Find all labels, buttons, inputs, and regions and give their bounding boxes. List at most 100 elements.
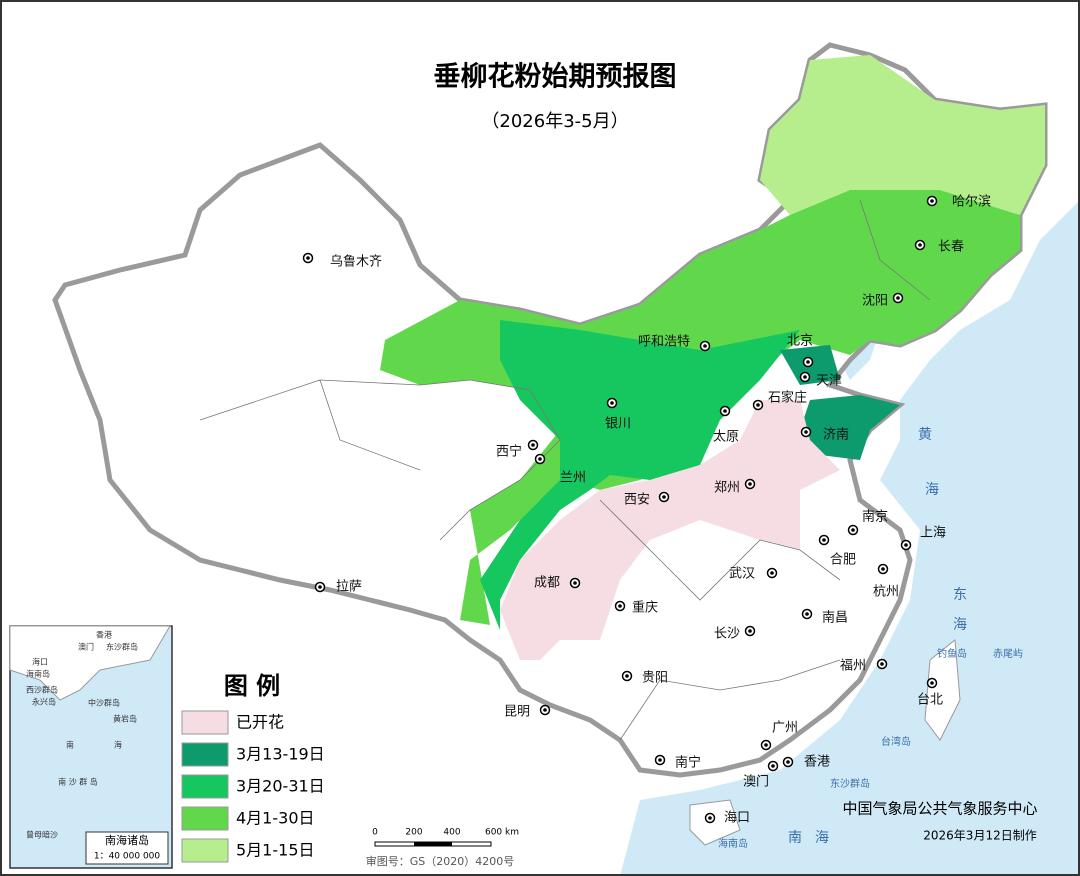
city-label: 澳门 — [743, 774, 769, 790]
city-dot — [930, 199, 934, 203]
city-dot — [658, 758, 662, 762]
scale-label: 0 — [372, 828, 378, 838]
city-dot — [918, 243, 922, 247]
legend-swatch — [181, 742, 229, 767]
city-label: 南京 — [862, 509, 888, 525]
legend-label: 3月20-31日 — [236, 777, 325, 796]
city-label: 呼和浩特 — [638, 335, 690, 350]
zone — [500, 400, 840, 660]
inset-label: 海南岛 — [26, 669, 50, 679]
inset-label: 香港 — [96, 630, 112, 640]
city-dot — [543, 708, 547, 712]
city-dot — [804, 430, 808, 434]
legend-label: 已开花 — [236, 713, 284, 732]
city-dot — [764, 743, 768, 747]
city-label: 重庆 — [632, 600, 658, 616]
approval: 审图号：GS（2020）4200号 — [366, 854, 515, 868]
city-label: 上海 — [920, 526, 946, 541]
inset-label: 永兴岛 — [32, 697, 56, 707]
city-dot — [723, 409, 727, 413]
city-dot — [786, 760, 790, 764]
sea-label: 黄 — [918, 426, 932, 443]
city-label: 济南 — [823, 427, 849, 443]
city-dot — [904, 543, 908, 547]
city-label: 台北 — [917, 693, 943, 708]
sea-label: 海 — [815, 830, 829, 846]
sea-label: 赤尾屿 — [993, 648, 1023, 660]
sea-label: 钓鱼岛 — [937, 647, 967, 660]
city-label: 银川 — [605, 417, 631, 432]
taiwan — [924, 639, 961, 741]
date: 2026年3月12日制作 — [923, 829, 1036, 843]
legend-swatch — [181, 806, 229, 831]
sea-label: 东沙群岛 — [830, 777, 870, 790]
city-label: 石家庄 — [768, 390, 807, 406]
city-dot — [803, 375, 807, 379]
city-dot — [703, 344, 707, 348]
legend-swatch — [181, 838, 229, 863]
zone — [480, 320, 800, 630]
sea-label: 东 — [953, 587, 967, 603]
legend-label: 5月1-15日 — [236, 841, 315, 860]
city-label: 海口 — [724, 811, 750, 826]
city-dot — [531, 443, 535, 447]
city-dot — [573, 581, 577, 585]
inset-label: 海口 — [32, 657, 48, 667]
city-label: 南宁 — [675, 755, 701, 771]
city-label: 成都 — [534, 576, 560, 591]
legend-label: 4月1-30日 — [236, 809, 315, 828]
inset-label: 曾母暗沙 — [26, 830, 58, 840]
city-label: 福州 — [840, 659, 866, 674]
city-dot — [662, 495, 666, 499]
city-dot — [880, 662, 884, 666]
sea-label: 海 — [953, 617, 967, 633]
city-dot — [708, 816, 712, 820]
city-label: 香港 — [804, 755, 830, 770]
city-label: 西安 — [624, 493, 650, 508]
city-label: 长沙 — [714, 627, 740, 642]
legend-title: 图 例 — [224, 672, 280, 700]
inset-label: 中沙群岛 — [88, 698, 120, 708]
subtitle: （2026年3-5月） — [481, 111, 628, 132]
city-label: 哈尔滨 — [952, 194, 991, 210]
zone — [760, 55, 1045, 215]
zone — [800, 395, 900, 460]
city-dot — [748, 482, 752, 486]
city-dot — [805, 612, 809, 616]
legend-swatch — [181, 710, 229, 735]
city-label: 杭州 — [873, 585, 899, 600]
city-label: 贵阳 — [642, 671, 668, 686]
city-label: 北京 — [787, 334, 813, 349]
city-dot — [538, 457, 542, 461]
title: 垂柳花粉始期预报图 — [434, 61, 677, 93]
city-dot — [318, 585, 322, 589]
inset-label: 澳门 — [78, 642, 94, 652]
scale-label: 400 — [443, 828, 460, 838]
agency: 中国气象局公共气象服务中心 — [842, 800, 1037, 818]
inset-label: 东沙群岛 — [106, 642, 138, 652]
inset-label: 海 — [114, 740, 122, 750]
scale-label: 200 — [405, 828, 422, 838]
city-label: 武汉 — [729, 567, 755, 582]
inset-title: 南海诸岛 — [105, 833, 149, 847]
city-dot — [756, 403, 760, 407]
city-dot — [610, 401, 614, 405]
city-dot — [822, 538, 826, 542]
sea-label: 南 — [788, 830, 802, 846]
city-dot — [851, 528, 855, 532]
city-label: 沈阳 — [862, 294, 888, 309]
city-label: 昆明 — [504, 705, 530, 720]
inset-label: 南 — [66, 740, 74, 750]
legend: 图 例 已开花 3月13-19日 3月20-31日 4月1-30日 5月1-15日 — [181, 672, 325, 863]
inset-label: 黄岩岛 — [113, 714, 137, 724]
city-dot — [896, 296, 900, 300]
city-label: 郑州 — [714, 481, 740, 496]
city-dot — [748, 629, 752, 633]
city-dot — [806, 360, 810, 364]
zones — [380, 55, 1045, 660]
city-dot — [770, 571, 774, 575]
sea-labels: 黄海东海钓鱼岛 赤尾屿台湾岛东沙群岛海南岛南海 — [718, 426, 1023, 850]
city-label: 天津 — [816, 374, 842, 389]
